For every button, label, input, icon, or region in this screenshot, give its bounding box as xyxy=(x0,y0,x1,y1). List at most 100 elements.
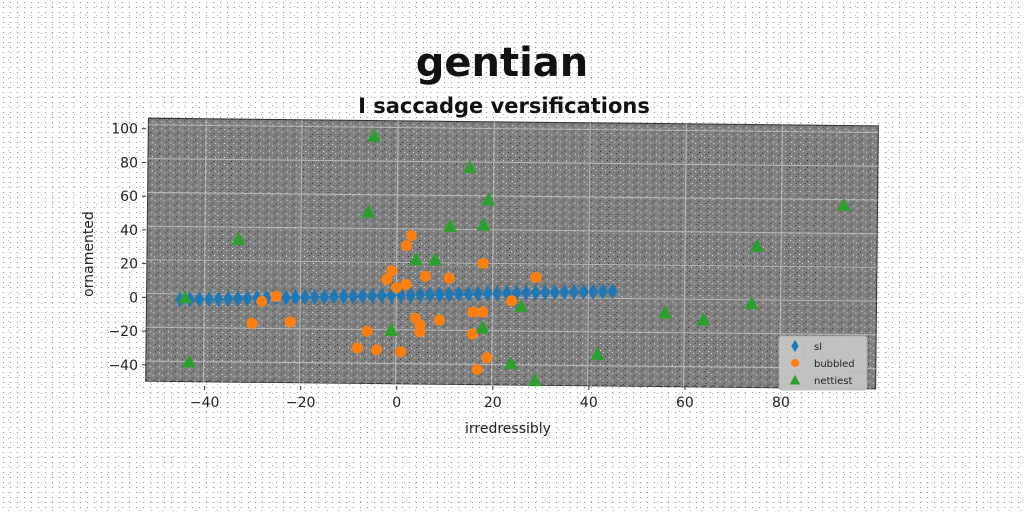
bubbled-point xyxy=(405,230,417,242)
data-marks xyxy=(175,128,851,387)
bubbled-point xyxy=(395,346,407,358)
sl-point xyxy=(405,287,416,304)
bubbled-point xyxy=(381,273,393,285)
bubbled-point xyxy=(530,271,542,283)
nettiest-point xyxy=(514,298,529,312)
bubbled-point xyxy=(467,328,479,340)
y-tick-label: 80 xyxy=(120,155,138,171)
sl-point xyxy=(501,285,512,302)
sl-point xyxy=(290,289,301,306)
bubbled-point xyxy=(270,291,282,303)
sl-point xyxy=(376,287,387,304)
nettiest-point xyxy=(428,252,443,266)
sl-point xyxy=(434,286,445,303)
sl-point xyxy=(194,291,205,308)
sl-point xyxy=(521,284,532,301)
bubbled-point xyxy=(256,295,268,307)
bubbled-point xyxy=(419,270,431,282)
y-grid-line xyxy=(147,191,878,201)
sl-point xyxy=(597,283,608,300)
bubbled-point xyxy=(414,319,426,331)
y-grid-line xyxy=(146,259,877,268)
sl-point xyxy=(213,290,224,307)
nettiest-point xyxy=(476,217,491,231)
bubbled-point xyxy=(400,240,412,252)
y-axis-ticks: −40 −20 0 20 40 60 80 100 xyxy=(108,122,146,374)
sl-point xyxy=(424,286,435,303)
x-tick-label: 80 xyxy=(772,395,790,411)
legend: sl bubbled nettiest xyxy=(778,335,868,391)
bubbled-point xyxy=(361,325,373,337)
sl-point xyxy=(472,285,483,302)
y-axis-label: ornamented xyxy=(81,211,97,297)
bubbled-point xyxy=(477,257,489,269)
sl-point xyxy=(540,284,551,301)
legend-label-sl: sl xyxy=(814,342,822,353)
x-grid-line xyxy=(683,123,687,387)
legend-item-sl: sl xyxy=(791,340,822,353)
nettiest-point xyxy=(749,238,764,253)
x-axis-ticks: −40 −20 0 20 40 60 80 xyxy=(190,386,790,411)
sl-point xyxy=(549,284,560,301)
bubbled-point xyxy=(400,278,412,290)
nettiest-point xyxy=(231,231,246,245)
sl-point xyxy=(367,287,378,304)
sl-point xyxy=(309,288,320,305)
sl-point xyxy=(232,290,243,307)
sl-point xyxy=(300,289,311,306)
y-tick-label: −20 xyxy=(108,324,138,340)
sl-point xyxy=(338,288,349,305)
sl-point xyxy=(319,288,330,305)
sl-point xyxy=(492,285,503,302)
sl-point xyxy=(444,286,455,303)
sl-point xyxy=(280,289,291,306)
legend-item-bubbled: bubbled xyxy=(790,358,855,370)
x-grid-line xyxy=(586,122,591,386)
sl-point xyxy=(569,283,580,300)
y-grid-line xyxy=(148,124,879,134)
x-grid-line xyxy=(202,118,207,382)
nettiest-point xyxy=(384,322,399,336)
bubbled-point xyxy=(471,363,483,375)
plot-area xyxy=(145,117,879,390)
bubbled-point xyxy=(246,317,258,329)
series-nettiest xyxy=(177,128,851,387)
chart-title: gentian xyxy=(416,40,589,86)
nettiest-point xyxy=(475,320,490,334)
nettiest-point xyxy=(408,252,423,266)
x-grid-line xyxy=(490,121,495,385)
x-tick-label: 0 xyxy=(392,395,401,411)
series-sl xyxy=(175,283,618,308)
nettiest-point xyxy=(658,305,673,319)
legend-marker-sl xyxy=(791,340,799,352)
legend-marker-nettiest xyxy=(789,374,801,385)
bubbled-point xyxy=(443,272,455,284)
sl-point xyxy=(530,284,541,301)
sl-point xyxy=(242,290,253,307)
nettiest-point xyxy=(366,128,381,142)
plot-noise-overlay xyxy=(145,118,879,389)
x-tick-label: 20 xyxy=(484,395,502,411)
sl-point xyxy=(453,286,464,303)
bubbled-point xyxy=(390,282,402,294)
nettiest-point xyxy=(527,373,542,387)
sl-point xyxy=(578,283,589,300)
nettiest-point xyxy=(182,354,197,368)
x-tick-label: −20 xyxy=(286,395,316,411)
y-tick-label: 20 xyxy=(120,257,138,273)
bubbled-point xyxy=(433,314,445,326)
sl-point xyxy=(463,286,474,303)
sl-point xyxy=(588,283,599,300)
sl-point xyxy=(396,287,407,304)
x-axis-label: irredressibly xyxy=(465,421,551,437)
x-grid-line xyxy=(298,119,303,383)
legend-label-nettiest: nettiest xyxy=(814,376,852,387)
y-tick-label: 40 xyxy=(120,223,138,239)
bubbled-point xyxy=(284,316,296,328)
sl-point xyxy=(357,288,368,305)
legend-marker-bubbled xyxy=(790,358,800,368)
sl-point xyxy=(415,286,426,303)
legend-box xyxy=(778,335,868,391)
bubbled-point xyxy=(467,306,479,318)
